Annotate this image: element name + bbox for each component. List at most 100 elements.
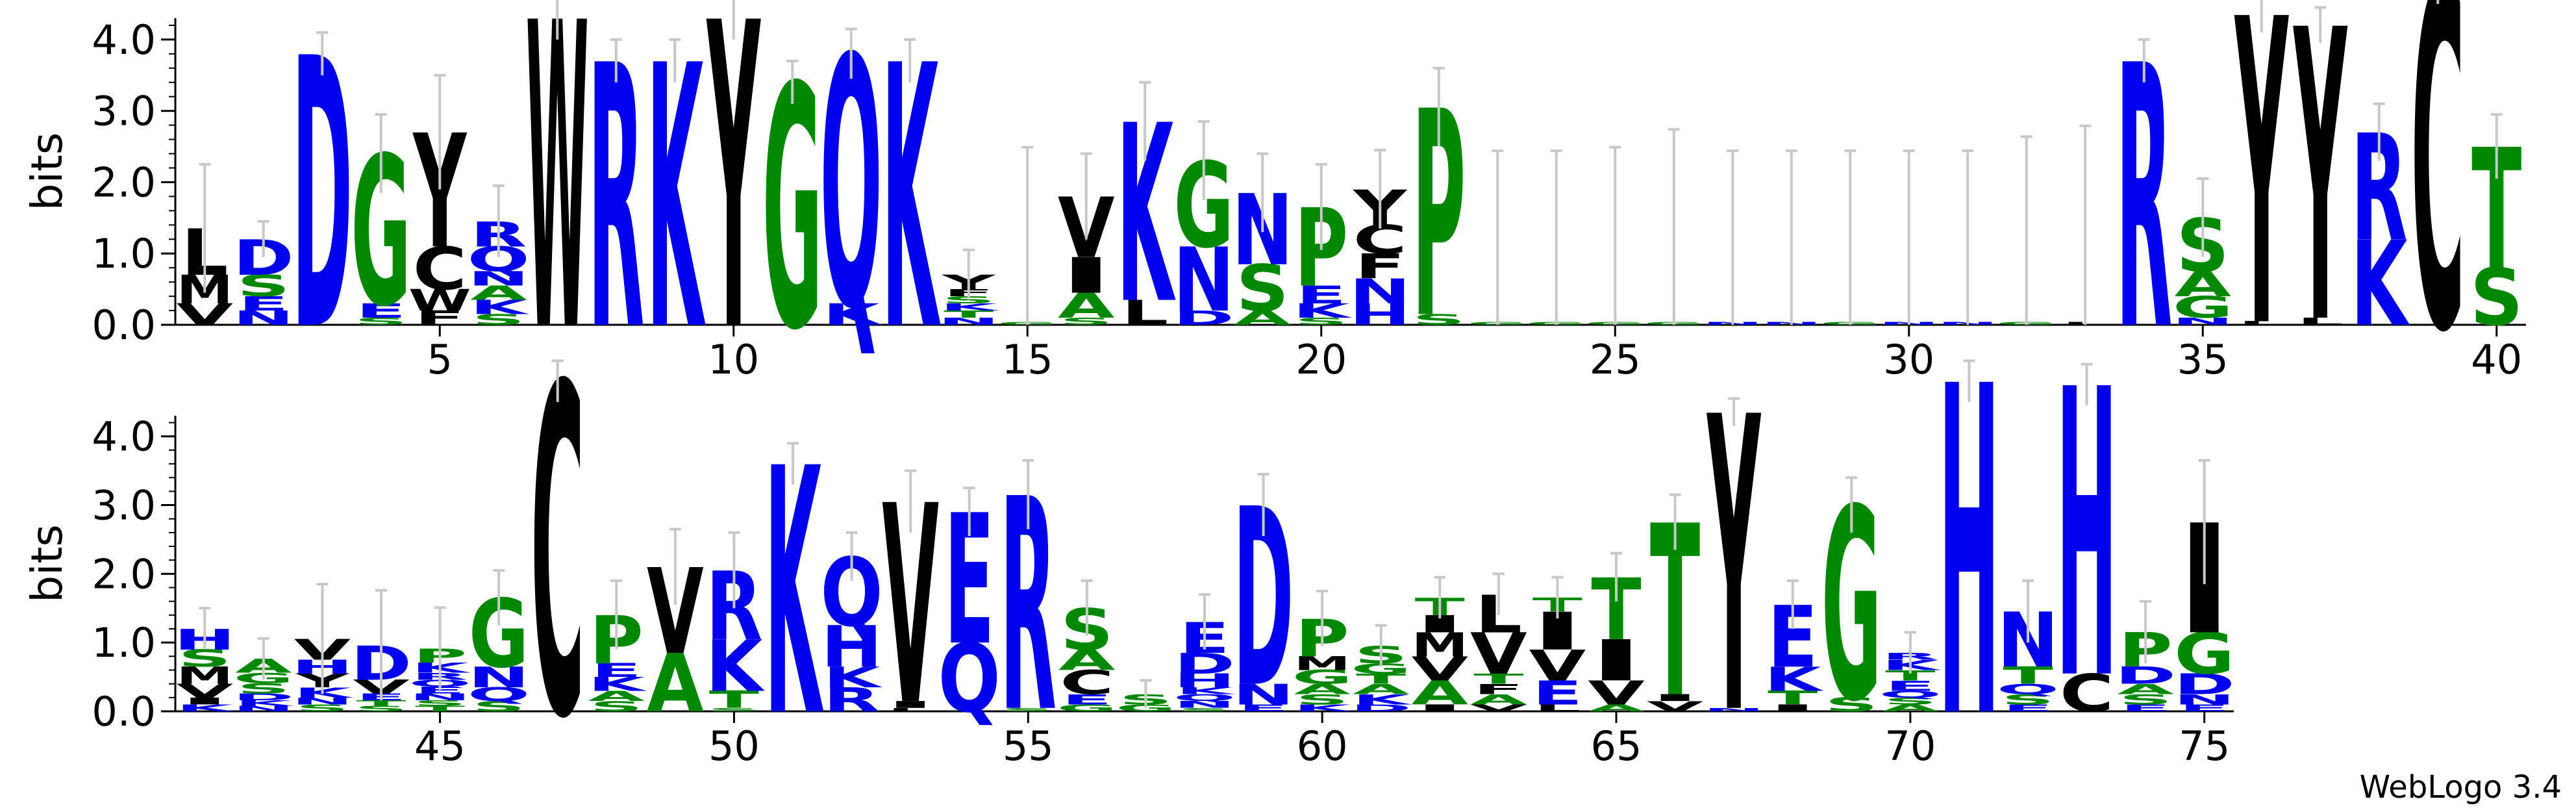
logo-letter: Q (468, 683, 530, 705)
logo-letter: L (887, 707, 934, 712)
logo-column: LY (2234, 0, 2289, 421)
logo-letter: E (2179, 703, 2229, 714)
logo-letter: C (2060, 664, 2114, 724)
logo-letter: Q (1879, 689, 1942, 700)
logo-letter: K (646, 0, 706, 411)
logo-letter: N (1703, 707, 1765, 712)
logo-letter: E (415, 685, 465, 696)
logo-letter: K (1116, 74, 1176, 358)
logo-column: W (526, 0, 589, 424)
x-tick-label: 20 (1295, 336, 1347, 383)
logo-letter: E (356, 299, 406, 322)
logo-letter: A (1353, 681, 1410, 698)
logo-letter: N (2173, 691, 2235, 707)
logo-letter: H (1349, 298, 1411, 332)
logo-letter: F (415, 307, 465, 329)
logo-letter: S (2001, 691, 2055, 707)
logo-letter: E (1062, 691, 1112, 707)
y-tick-label: 1.0 (92, 230, 156, 277)
logo-letter: I (1647, 692, 1703, 704)
logo-letter: C (2411, 0, 2465, 435)
logo-letter: T (415, 704, 465, 713)
logo-letter: G (2174, 621, 2234, 687)
logo-letter: N (292, 696, 353, 707)
logo-letter: A (647, 637, 704, 730)
logo-column: SEG (351, 113, 411, 351)
logo-letter: N (1232, 678, 1294, 711)
y-tick-label: 0.0 (92, 688, 156, 735)
logo-letter: G (1292, 666, 1353, 689)
x-tick-label: 60 (1297, 722, 1348, 770)
logo-letter: K (2351, 216, 2410, 353)
logo-letter: S (296, 703, 349, 714)
logo-column: C (2411, 0, 2465, 435)
x-tick-label: 50 (708, 722, 760, 770)
logo-letter: K (823, 661, 883, 694)
logo-letter: D (2174, 668, 2235, 701)
x-tick-label: 25 (1590, 336, 1641, 383)
logo-letter: I (1588, 628, 1645, 694)
logo-letter: S (1884, 696, 1937, 707)
y-axis-title: bits (22, 133, 72, 211)
logo-letter: T (709, 686, 759, 713)
logo-letter: S (1236, 251, 1289, 325)
logo-letter: N (232, 704, 294, 713)
logo-letter: R (823, 681, 880, 719)
weblogo-credit: WebLogo 3.4 (2360, 769, 2562, 806)
logo-letter: M (1412, 626, 1468, 664)
logo-letter: S (414, 699, 467, 708)
y-tick-label: 2.0 (92, 159, 156, 206)
logo-letter: K (470, 296, 530, 319)
logo-letter: E (1885, 678, 1935, 694)
logo-letter: E (2003, 703, 2053, 714)
logo-letter: A (1058, 286, 1115, 325)
logo-letter: V (176, 680, 233, 702)
logo-letter: N (2172, 316, 2234, 327)
logo-letter: A (2174, 264, 2231, 304)
logo-letter: E (2120, 703, 2170, 714)
logo-letter: N (938, 316, 999, 327)
logo-letter: V (1411, 650, 1468, 689)
logo-letter: S (472, 311, 525, 328)
logo-letter: T (944, 309, 994, 320)
logo-column: K (764, 398, 824, 793)
logo-column: K (881, 0, 941, 411)
x-tick-label: 5 (427, 336, 453, 383)
logo-letter: S (355, 704, 408, 713)
logo-letter: N (1174, 699, 1236, 710)
logo-letter: K (940, 301, 999, 313)
logo-letter: V (1647, 698, 1704, 715)
logo-letter: S (590, 698, 644, 715)
logo-letter: G (1057, 703, 1117, 714)
logo-letter: V (1588, 674, 1645, 713)
logo-column: LY (2293, 0, 2348, 412)
y-tick-label: 4.0 (92, 16, 156, 64)
logo-letter: Q (1997, 681, 2059, 698)
logo-letter: K (706, 626, 766, 707)
logo-column: KR (2351, 104, 2410, 353)
logo-letter: G (2173, 291, 2233, 325)
logo-letter: K (764, 398, 824, 793)
logo-letter: V (176, 298, 233, 332)
logo-letter: S (355, 316, 407, 327)
logo-letter: S (2119, 691, 2172, 707)
logo-letter: K (588, 674, 647, 696)
logo-letter: L (1121, 293, 1168, 333)
logo-letter: S (237, 680, 290, 696)
logo-letter: Y (2234, 0, 2289, 421)
y-axis-title: bits (22, 524, 72, 603)
logo-letter: C (413, 235, 467, 303)
logo-letter: W (408, 284, 471, 318)
logo-letter: V (1470, 703, 1527, 714)
logo-letter: N (1349, 272, 1411, 311)
y-tick-label: 2.0 (92, 550, 156, 598)
logo-letter: D (233, 692, 294, 703)
logo-letter: L (1534, 703, 1581, 714)
logo-letter: Y (2293, 0, 2348, 412)
logo-letter: W (526, 0, 589, 424)
